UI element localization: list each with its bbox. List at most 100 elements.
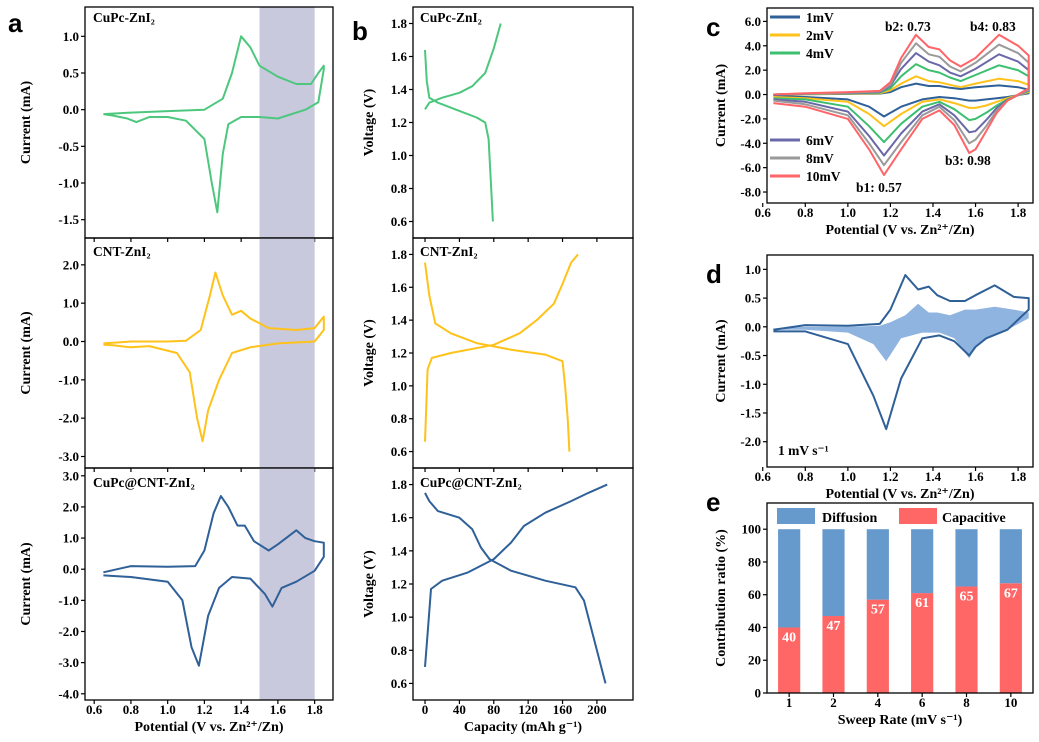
plot-title: CuPc@CNT-ZnI₂: [420, 475, 522, 490]
y-tick-label: 0.5: [63, 66, 80, 81]
plot-title: 1 mV s⁻¹: [778, 443, 829, 458]
y-tick-label: 0.8: [391, 411, 408, 426]
x-tick-label: 1.0: [840, 205, 856, 220]
series-line-0: [103, 35, 325, 214]
y-tick-label: -4.0: [740, 136, 761, 151]
y-tick-label: 0.0: [63, 334, 79, 349]
bar-capacitive-2: [822, 616, 845, 693]
y-tick-label: 1.8: [391, 477, 408, 492]
y-tick-label: -2.0: [740, 434, 761, 449]
y-tick-label: 40: [748, 620, 761, 635]
y-tick-label: -8.0: [740, 185, 761, 200]
y-tick-label: -1.5: [58, 212, 79, 227]
bar-capacitive-4: [866, 599, 889, 693]
chart-8: 40 1 47 2 57 4 61 6 65 8 67 10 Diffusion Capacitive 0 2…: [714, 502, 1034, 728]
bar-label: 61: [915, 596, 929, 611]
y-tick-label: -1.0: [58, 176, 79, 191]
panel-letter-e: e: [706, 487, 720, 517]
panel-letter-d: d: [706, 259, 722, 289]
axes-frame: [412, 467, 634, 701]
panel-letter-b: b: [352, 16, 368, 46]
y-tick-label: 0.6: [391, 444, 408, 459]
y-tick-label: -1.0: [740, 377, 761, 392]
y-tick-label: -2.0: [740, 111, 761, 126]
y-tick-label: 1.6: [391, 280, 408, 295]
y-tick-label: 6.0: [745, 14, 761, 29]
series-line-1: [424, 262, 571, 452]
y-tick-label: -2.0: [58, 411, 79, 426]
bar-capacitive-10: [999, 583, 1022, 693]
y-axis-label: Voltage (V): [362, 88, 377, 156]
y-tick-label: 0.6: [391, 676, 408, 691]
y-axis-label: Current (mA): [19, 311, 34, 395]
axes-frame: [84, 467, 334, 701]
x-axis-label: Potential (V vs. Zn²⁺/Zn): [825, 223, 974, 238]
y-tick-label: 0.0: [745, 319, 761, 334]
bar-diffusion-4: [866, 529, 889, 600]
y-tick-label: 1.2: [391, 346, 407, 361]
chart-2: 0.6 0.8 1.0 1.2 1.4 1.6 1.8 3.0 2.0 1.0 0.0 -1.0 -2.…: [19, 467, 334, 735]
chart-4: 0.6 0.8 1.0 1.2 1.4 1.6 1.8 Voltage (V) CNT-ZnI₂: [362, 237, 634, 472]
y-tick-label: 0.6: [391, 214, 408, 229]
y-tick-label: 2.0: [63, 257, 79, 272]
x-tick-label: 200: [587, 702, 607, 717]
x-axis-label: Potential (V vs. Zn²⁺/Zn): [134, 720, 283, 735]
y-tick-label: 0.0: [745, 87, 761, 102]
legend-label: Diffusion: [822, 511, 877, 526]
y-tick-label: -3.0: [58, 449, 79, 464]
x-tick-label: 1.0: [160, 702, 176, 717]
x-tick-label: 0.8: [797, 469, 814, 484]
peak-annotation: b3: 0.98: [945, 153, 991, 168]
x-tick-label: 1.8: [1010, 205, 1027, 220]
series-line-1: [424, 492, 607, 684]
plot-title: CNT-ZnI₂: [93, 244, 151, 259]
bar-diffusion-8: [955, 529, 978, 587]
x-tick-label: 1.8: [1010, 469, 1027, 484]
y-tick-label: -0.5: [740, 348, 761, 363]
y-axis-label: Current (mA): [714, 64, 729, 148]
x-tick-label: 1.6: [967, 469, 984, 484]
series-line-10mV: [773, 33, 1030, 176]
plot-title: CuPc-ZnI₂: [93, 10, 155, 25]
peak-annotation: b2: 0.73: [885, 19, 931, 34]
x-tick-label: 1.2: [882, 469, 898, 484]
x-axis-label: Sweep Rate (mV s⁻¹): [838, 713, 963, 728]
x-tick-label: 1.6: [967, 205, 984, 220]
x-tick-label: 6: [919, 695, 926, 710]
x-tick-label: 1.6: [270, 702, 287, 717]
axes-frame: [766, 254, 1034, 468]
y-tick-label: 0: [755, 686, 762, 701]
y-tick-label: 1.4: [391, 313, 408, 328]
series-line-0: [424, 253, 579, 442]
y-tick-label: -1.5: [740, 405, 761, 420]
y-tick-label: 1.8: [391, 247, 408, 262]
legend-label: 8mV: [806, 151, 834, 166]
series-line-0: [424, 483, 608, 667]
y-tick-label: 1.6: [391, 49, 408, 64]
bar-capacitive-1: [778, 627, 801, 693]
series-line-0: [103, 495, 325, 667]
y-axis-label: Current (mA): [19, 542, 34, 626]
panel-letter-c: c: [706, 12, 720, 42]
y-tick-label: 1.0: [391, 378, 407, 393]
x-axis-label: Capacity (mAh g⁻¹): [464, 720, 582, 735]
x-tick-label: 0.6: [755, 469, 772, 484]
plot-title: CuPc@CNT-ZnI₂: [93, 475, 195, 490]
y-tick-label: 0.0: [63, 562, 79, 577]
bar-diffusion-10: [999, 529, 1022, 584]
series-line-0: [103, 271, 325, 443]
x-tick-label: 1.8: [307, 702, 324, 717]
legend-label: 6mV: [806, 133, 834, 148]
axes-frame: [766, 502, 1034, 694]
y-tick-label: -6.0: [740, 160, 761, 175]
y-tick-label: -0.5: [58, 139, 79, 154]
y-tick-label: 2.0: [745, 63, 761, 78]
shaded-band: [259, 238, 315, 468]
x-tick-label: 0.8: [797, 205, 814, 220]
plot-title: CNT-ZnI₂: [420, 244, 478, 259]
bar-diffusion-1: [778, 529, 801, 628]
y-tick-label: 0.8: [391, 181, 408, 196]
y-tick-label: 60: [748, 587, 761, 602]
y-tick-label: 1.4: [391, 82, 408, 97]
legend-swatch-capacitive: [899, 508, 937, 524]
